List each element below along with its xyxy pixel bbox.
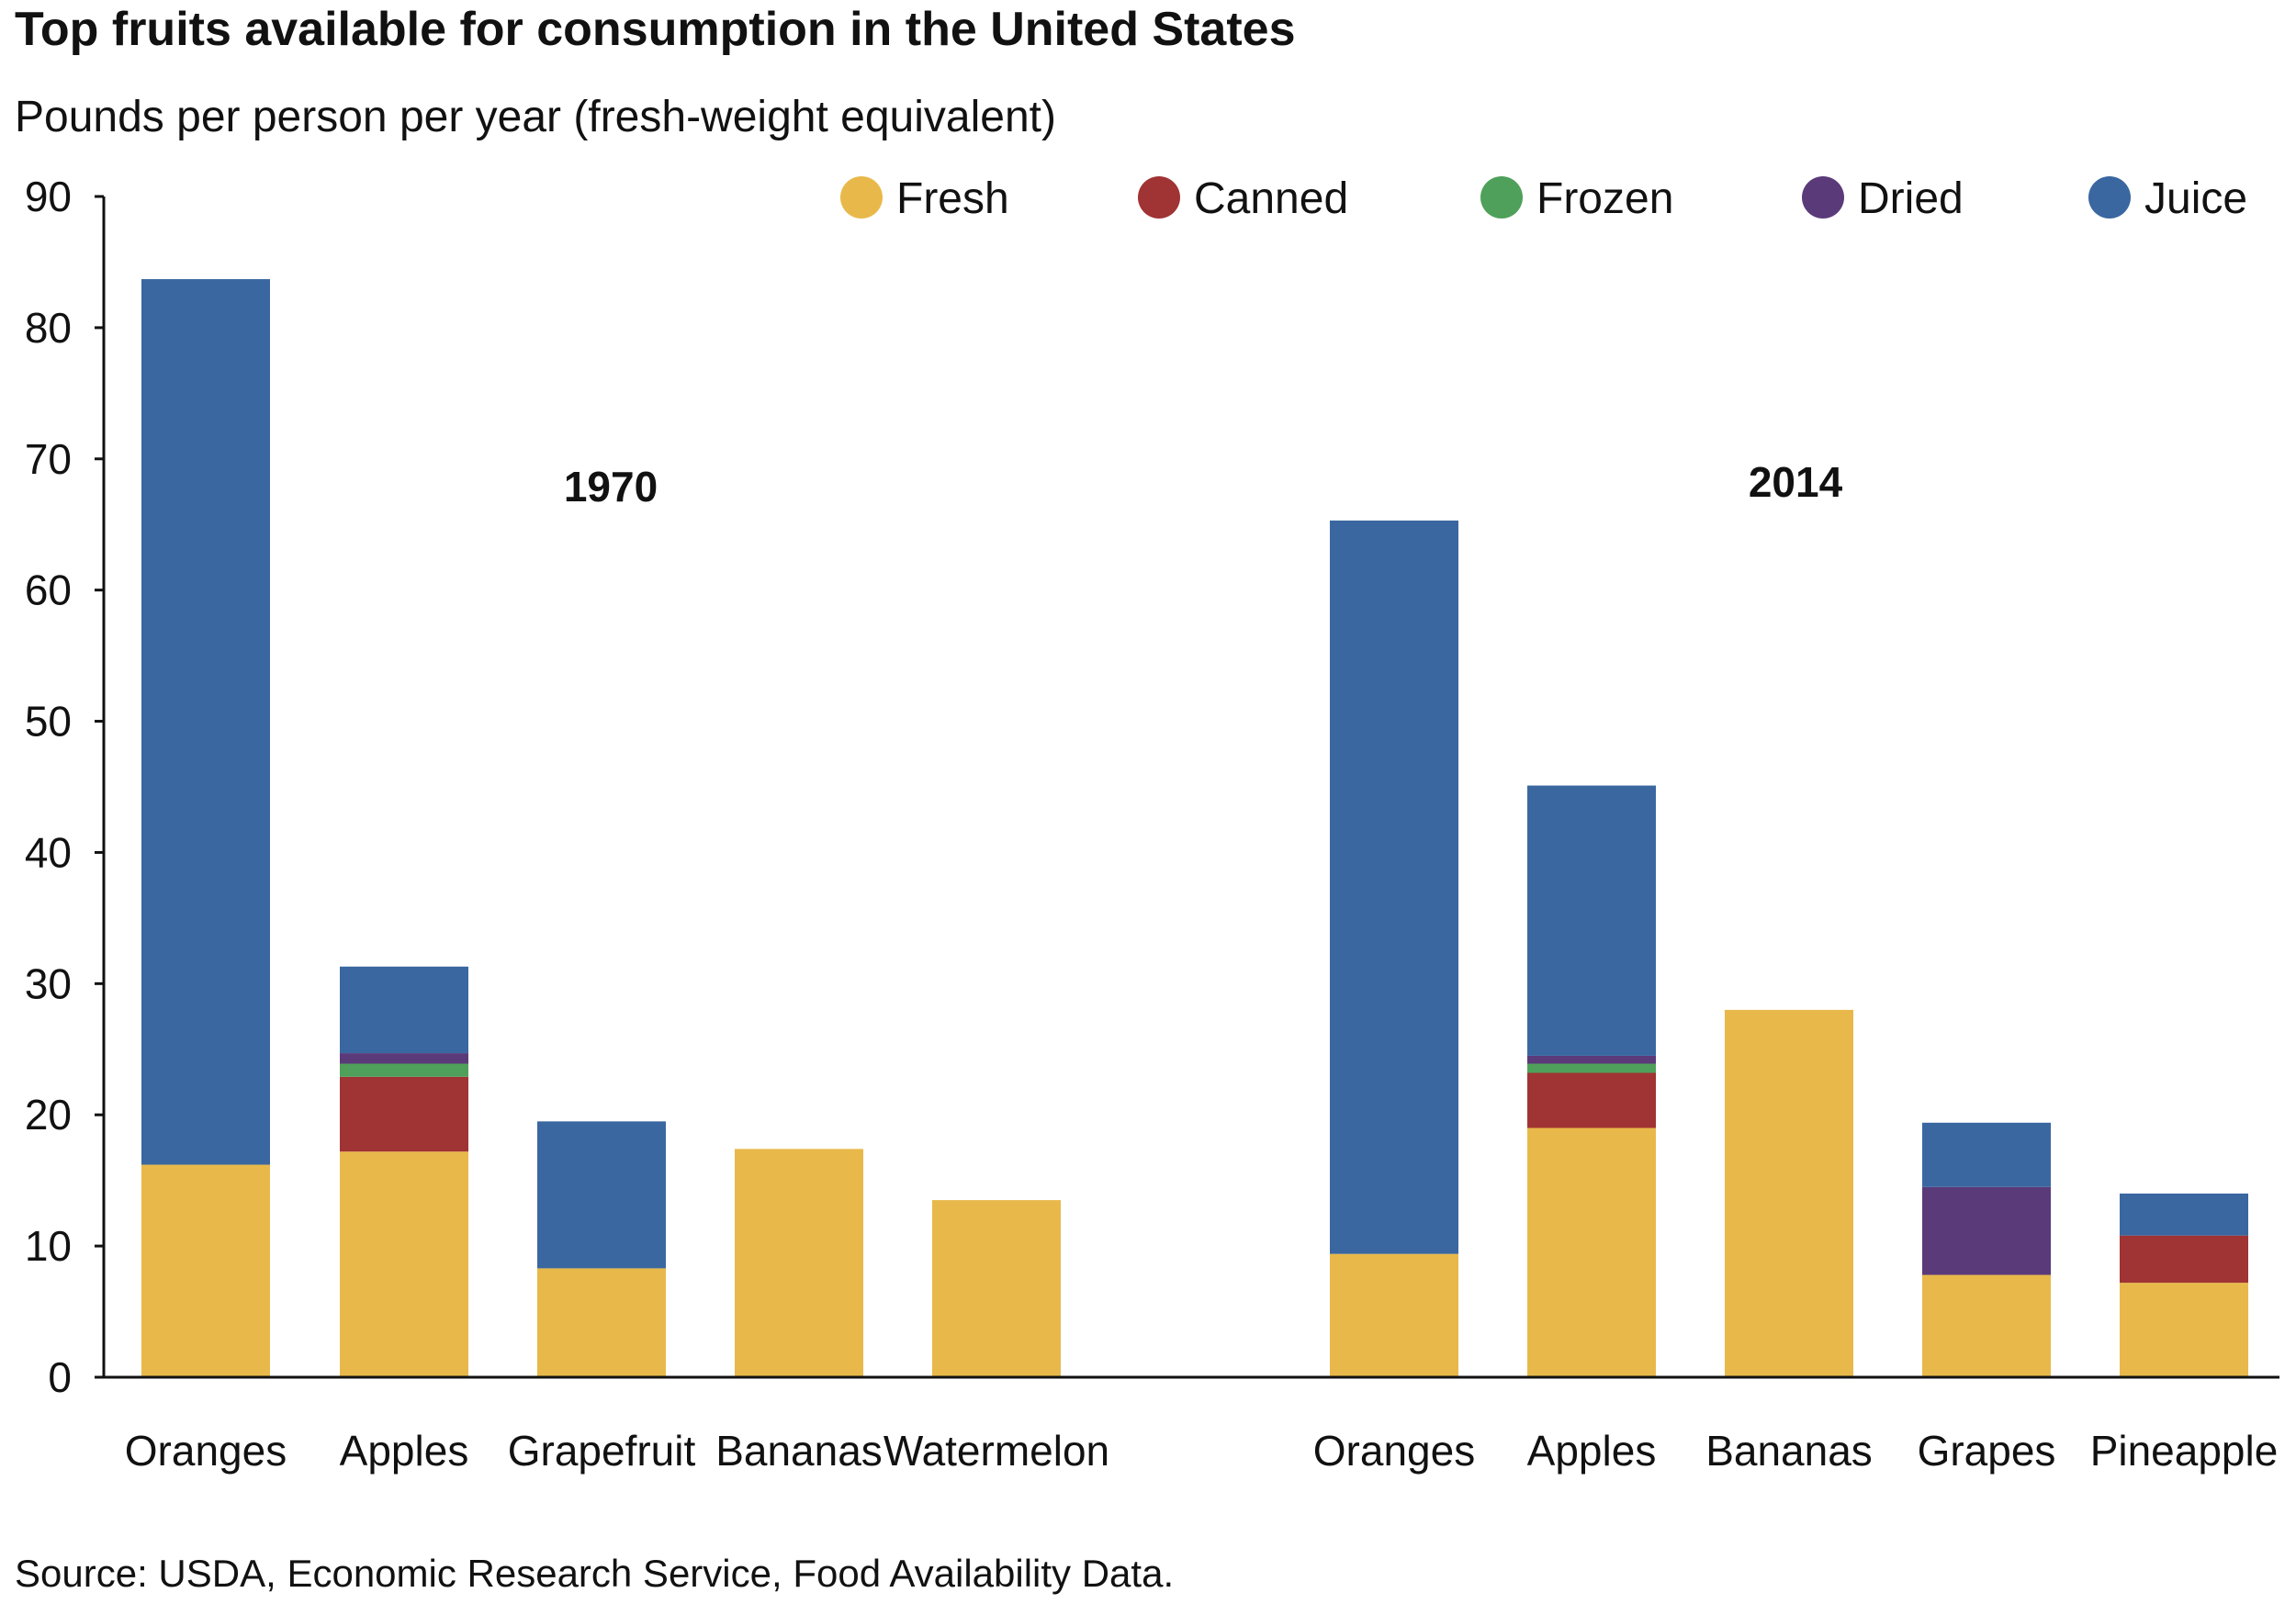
bar-1970-apples-canned <box>340 1076 468 1152</box>
bar-2014-oranges-juice <box>1330 520 1458 1254</box>
group-label-2014: 2014 <box>1749 458 1843 506</box>
group-label-1970: 1970 <box>564 463 658 510</box>
bar-1970-apples-frozen <box>340 1063 468 1077</box>
x-category-label: Grapefruit <box>508 1427 696 1475</box>
chart-subtitle: Pounds per person per year (fresh-weight… <box>15 93 1056 141</box>
x-category-label: Apples <box>340 1427 469 1475</box>
y-tick-label: 30 <box>25 959 72 1007</box>
legend-label-juice: Juice <box>2144 174 2247 223</box>
bar-2014-pineapple-canned <box>2120 1235 2248 1284</box>
group-labels: 1970 2014 <box>564 458 1843 510</box>
legend-marker-juice <box>2088 176 2131 219</box>
y-tick-label: 40 <box>25 828 72 876</box>
bar-1970-bananas-fresh <box>735 1149 863 1377</box>
bar-2014-apples-frozen <box>1527 1063 1656 1073</box>
y-tick-label: 20 <box>25 1091 72 1139</box>
bar-2014-bananas-fresh <box>1725 1009 1853 1377</box>
bar-2014-pineapple-juice <box>2120 1193 2248 1236</box>
bar-2014-grapes-juice <box>1922 1122 2051 1187</box>
bar-1970-apples-dried <box>340 1053 468 1064</box>
bar-1970-oranges-fresh <box>141 1164 270 1377</box>
legend-marker-canned <box>1138 176 1180 219</box>
bar-2014-apples-juice <box>1527 785 1656 1056</box>
legend-marker-frozen <box>1480 176 1523 219</box>
legend-label-frozen: Frozen <box>1536 174 1673 223</box>
y-tick-label: 80 <box>25 304 72 352</box>
x-category-label: Pineapple <box>2090 1427 2279 1475</box>
legend-label-canned: Canned <box>1194 174 1348 223</box>
bar-2014-pineapple-fresh <box>2120 1283 2248 1377</box>
bar-1970-apples-fresh <box>340 1151 468 1377</box>
legend-marker-dried <box>1802 176 1844 219</box>
bar-2014-apples-dried <box>1527 1055 1656 1064</box>
y-tick-label: 0 <box>48 1353 72 1401</box>
legend-label-dried: Dried <box>1858 174 1964 223</box>
bar-1970-oranges-juice <box>141 279 270 1165</box>
bar-1970-grapefruit-juice <box>537 1121 666 1269</box>
x-category-label: Oranges <box>1313 1427 1475 1475</box>
bar-2014-oranges-fresh <box>1330 1253 1458 1377</box>
x-category-label: Bananas <box>1705 1427 1873 1475</box>
bar-1970-apples-juice <box>340 966 468 1054</box>
x-axis: Oranges Apples Grapefruit Bananas Watermelon… <box>104 1375 2279 1475</box>
bar-2014-grapes-dried <box>1922 1186 2051 1275</box>
source-note: Source: USDA, Economic Research Service,… <box>15 1552 1175 1595</box>
x-category-label: Oranges <box>125 1427 287 1475</box>
bars <box>141 279 2248 1377</box>
legend: Fresh Canned Frozen Dried Juice <box>840 174 2247 223</box>
bar-2014-apples-canned <box>1527 1072 1656 1128</box>
legend-marker-fresh <box>840 176 883 219</box>
bar-2014-grapes-fresh <box>1922 1274 2051 1377</box>
x-category-label: Grapes <box>1918 1427 2056 1475</box>
legend-label-fresh: Fresh <box>896 174 1009 223</box>
chart-title: Top fruits available for consumption in … <box>15 3 1296 56</box>
y-tick-label: 60 <box>25 566 72 614</box>
x-category-label: Watermelon <box>884 1427 1109 1475</box>
bar-1970-watermelon-fresh <box>932 1200 1061 1377</box>
x-category-label: Apples <box>1527 1427 1657 1475</box>
bar-2014-apples-fresh <box>1527 1127 1656 1377</box>
y-tick-label: 90 <box>25 173 72 220</box>
y-tick-label: 70 <box>25 435 72 483</box>
bar-1970-grapefruit-fresh <box>537 1268 666 1377</box>
y-tick-label: 10 <box>25 1222 72 1270</box>
x-category-label: Bananas <box>715 1427 883 1475</box>
y-axis: 0 10 20 30 40 50 60 70 80 90 <box>25 173 106 1401</box>
y-tick-label: 50 <box>25 698 72 746</box>
